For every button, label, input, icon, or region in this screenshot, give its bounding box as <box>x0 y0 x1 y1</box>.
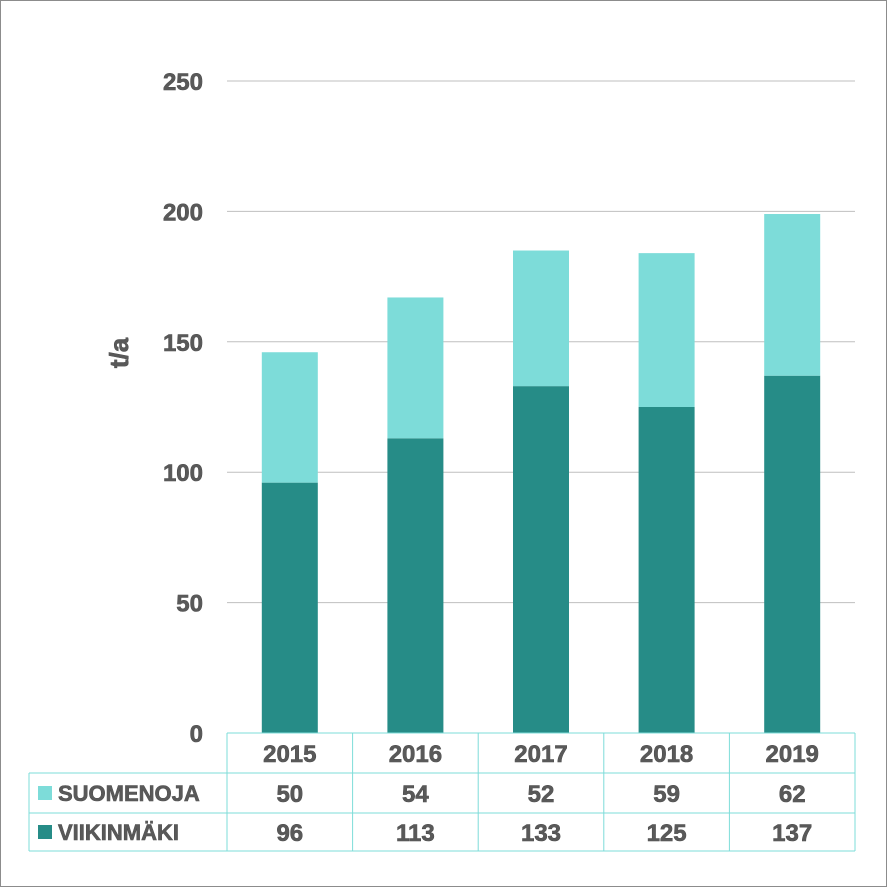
legend-label: SUOMENOJA <box>58 781 200 806</box>
bar-suomenoja-2015 <box>261 352 318 483</box>
data-label: 133 <box>521 820 561 847</box>
x-tick-label: 2017 <box>514 741 567 768</box>
data-label: 125 <box>647 820 687 847</box>
bar-suomenoja-2016 <box>387 297 444 439</box>
data-label: 54 <box>402 781 429 808</box>
x-tick-label: 2019 <box>766 741 819 768</box>
y-tick-label: 50 <box>176 591 203 618</box>
bar-suomenoja-2017 <box>513 250 569 387</box>
x-tick-label: 2018 <box>640 741 693 768</box>
data-label: 59 <box>653 781 680 808</box>
data-label: 113 <box>396 820 435 847</box>
y-axis-label: t/a <box>104 337 134 368</box>
y-tick-label: 100 <box>163 460 203 487</box>
y-axis-ticks: 0 50 100 150 200 250 <box>163 69 204 749</box>
x-tick-label: 2015 <box>263 741 316 768</box>
bar-viikinmäki-2019 <box>764 375 821 733</box>
data-label: 96 <box>276 820 303 847</box>
legend-label: VIIKINMÄKI <box>58 820 179 845</box>
bar-suomenoja-2018 <box>638 253 695 407</box>
data-table: 2015 2016 2017 2018 2019 SUOMENOJA 50 54 52 59 62 V… <box>28 732 856 852</box>
legend-swatch <box>38 825 52 839</box>
y-tick-label: 0 <box>190 721 203 748</box>
bar-viikinmäki-2015 <box>261 482 318 733</box>
legend-swatch <box>38 786 52 800</box>
bar-viikinmäki-2017 <box>513 386 569 733</box>
bars <box>261 214 821 733</box>
x-tick-label: 2016 <box>389 741 442 768</box>
bar-suomenoja-2019 <box>764 214 821 376</box>
y-tick-label: 200 <box>163 199 203 226</box>
data-label: 50 <box>276 781 303 808</box>
bar-viikinmäki-2018 <box>638 407 695 733</box>
data-label: 137 <box>772 820 812 847</box>
y-tick-label: 250 <box>163 69 203 96</box>
bar-viikinmäki-2016 <box>387 438 444 733</box>
y-tick-label: 150 <box>163 330 203 357</box>
data-label: 52 <box>528 781 555 808</box>
data-label: 62 <box>779 781 806 808</box>
